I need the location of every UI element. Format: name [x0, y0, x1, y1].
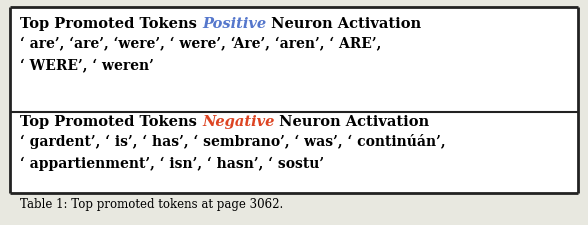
Bar	[10, 8, 578, 112]
Text: ‘ appartienment’, ‘ isn’, ‘ hasn’, ‘ sostu’: ‘ appartienment’, ‘ isn’, ‘ hasn’, ‘ sos…	[20, 156, 324, 170]
Text: Positive: Positive	[202, 17, 266, 31]
Bar	[10, 112, 578, 193]
Text: Neuron Activation: Neuron Activation	[275, 115, 429, 128]
Text: Top Promoted Tokens: Top Promoted Tokens	[20, 115, 202, 128]
Text: Neuron Activation: Neuron Activation	[266, 17, 421, 31]
Text: ‘ gardent’, ‘ is’, ‘ has’, ‘ sembrano’, ‘ was’, ‘ continúán’,: ‘ gardent’, ‘ is’, ‘ has’, ‘ sembrano’, …	[20, 133, 446, 148]
Text: ‘ WERE’, ‘ weren’: ‘ WERE’, ‘ weren’	[20, 59, 154, 73]
Text: Negative: Negative	[202, 115, 275, 128]
Text: Table 1: Top promoted tokens at page 3062.: Table 1: Top promoted tokens at page 306…	[20, 197, 283, 210]
Text: Top Promoted Tokens: Top Promoted Tokens	[20, 17, 202, 31]
Text: ‘ are’, ‘are’, ‘were’, ‘ were’, ‘Are’, ‘aren’, ‘ ARE’,: ‘ are’, ‘are’, ‘were’, ‘ were’, ‘Are’, ‘…	[20, 37, 382, 51]
